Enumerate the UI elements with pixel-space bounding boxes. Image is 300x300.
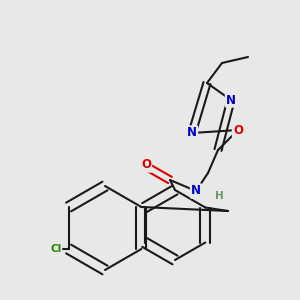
Text: N: N	[191, 184, 201, 197]
Text: H: H	[214, 191, 224, 201]
Text: Cl: Cl	[50, 244, 61, 254]
Text: O: O	[233, 124, 243, 136]
Text: N: N	[187, 127, 197, 140]
Text: N: N	[226, 94, 236, 106]
Text: O: O	[141, 158, 151, 172]
